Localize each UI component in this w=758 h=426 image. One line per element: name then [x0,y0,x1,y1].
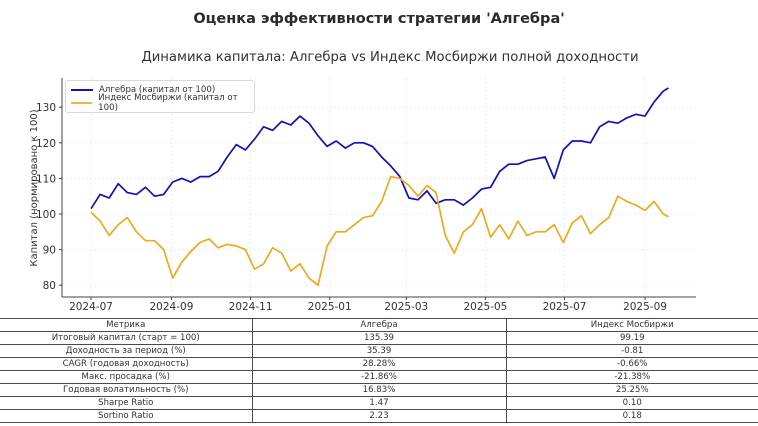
index-value: -0.66% [505,357,758,371]
index-value: 0.18 [505,409,758,423]
chart-series [90,87,669,287]
algebra-value: 2.23 [251,409,507,423]
algebra-value: 35.39 [251,344,507,358]
y-tick-label: 120 [36,138,56,150]
chart-grid [62,78,696,297]
y-tick-label: 100 [36,209,56,221]
metric-name: Sharpe Ratio [0,396,253,410]
table-row: Годовая волатильность (%) 16.83% 25.25% [0,383,758,397]
series-line-index [90,175,669,287]
x-axis-ticks: 2024-07 2024-09 2024-11 2025-01 2025-03 2025-… [69,297,667,310]
table-row: Итоговый капитал (старт = 100) 135.39 99… [0,331,758,345]
legend-item-algebra: Алгебра (капитал от 100) [71,84,215,96]
figure-suptitle: Оценка эффективности стратегии 'Алгебра' [193,11,565,27]
table-header-row: Метрика Алгебра Индекс Мосбиржи [0,318,758,332]
header-cell-index: Индекс Мосбиржи [505,318,758,332]
metric-name: Итоговый капитал (старт = 100) [0,331,253,345]
algebra-value: -21.86% [251,370,507,384]
y-tick-label: 110 [36,173,56,185]
algebra-value: 16.83% [251,383,507,397]
legend-item-index: Индекс Мосбиржи (капитал от 100) [71,93,254,113]
table-row: Макс. просадка (%) -21.86% -21.38% [0,370,758,384]
index-value: -21.38% [505,370,758,384]
index-value: 0.10 [505,396,758,410]
chart-legend: Алгебра (капитал от 100) Индекс Мосбиржи… [65,80,255,113]
metric-name: Доходность за период (%) [0,344,253,358]
y-axis-ticks: 80 90 100 110 120 130 [36,102,62,292]
algebra-value: 1.47 [251,396,507,410]
metric-name: CAGR (годовая доходность) [0,357,253,371]
legend-label: Алгебра (капитал от 100) [99,85,216,95]
y-tick-label: 80 [43,280,56,292]
x-tick-label: 2025-09 [623,301,667,310]
y-tick-label: 130 [36,102,56,114]
x-tick-label: 2025-01 [308,301,352,310]
y-tick-label: 90 [43,245,56,257]
table-row: Доходность за период (%) 35.39 -0.81 [0,344,758,358]
metric-name: Макс. просадка (%) [0,370,253,384]
header-cell-metric: Метрика [0,318,253,332]
algebra-value: 135.39 [251,331,507,345]
index-value: 99.19 [505,331,758,345]
chart-title: Динамика капитала: Алгебра vs Индекс Мос… [141,50,639,65]
y-axis-label: Капитал (нормировано к 100) [29,109,40,266]
x-tick-label: 2024-09 [150,301,194,310]
x-tick-label: 2025-07 [543,301,587,310]
metric-name: Годовая волатильность (%) [0,383,253,397]
legend-label: Индекс Мосбиржи (капитал от 100) [98,93,238,113]
x-tick-label: 2025-03 [384,301,428,310]
metric-name: Sortino Ratio [0,409,253,423]
index-value: -0.81 [505,344,758,358]
x-tick-label: 2025-05 [463,301,507,310]
table-row: Sharpe Ratio 1.47 0.10 [0,396,758,410]
x-tick-label: 2024-11 [229,301,273,310]
algebra-value: 28.28% [251,357,507,371]
legend-swatch-algebra [71,89,93,91]
legend-swatch-index [71,102,93,104]
metrics-table: Метрика Алгебра Индекс Мосбиржи Итоговый… [0,318,758,423]
table-row: CAGR (годовая доходность) 28.28% -0.66% [0,357,758,371]
x-tick-label: 2024-07 [69,301,113,310]
series-line-algebra [90,87,669,210]
table-row: Sortino Ratio 2.23 0.18 [0,409,758,423]
header-cell-algebra: Алгебра [251,318,507,332]
index-value: 25.25% [505,383,758,397]
